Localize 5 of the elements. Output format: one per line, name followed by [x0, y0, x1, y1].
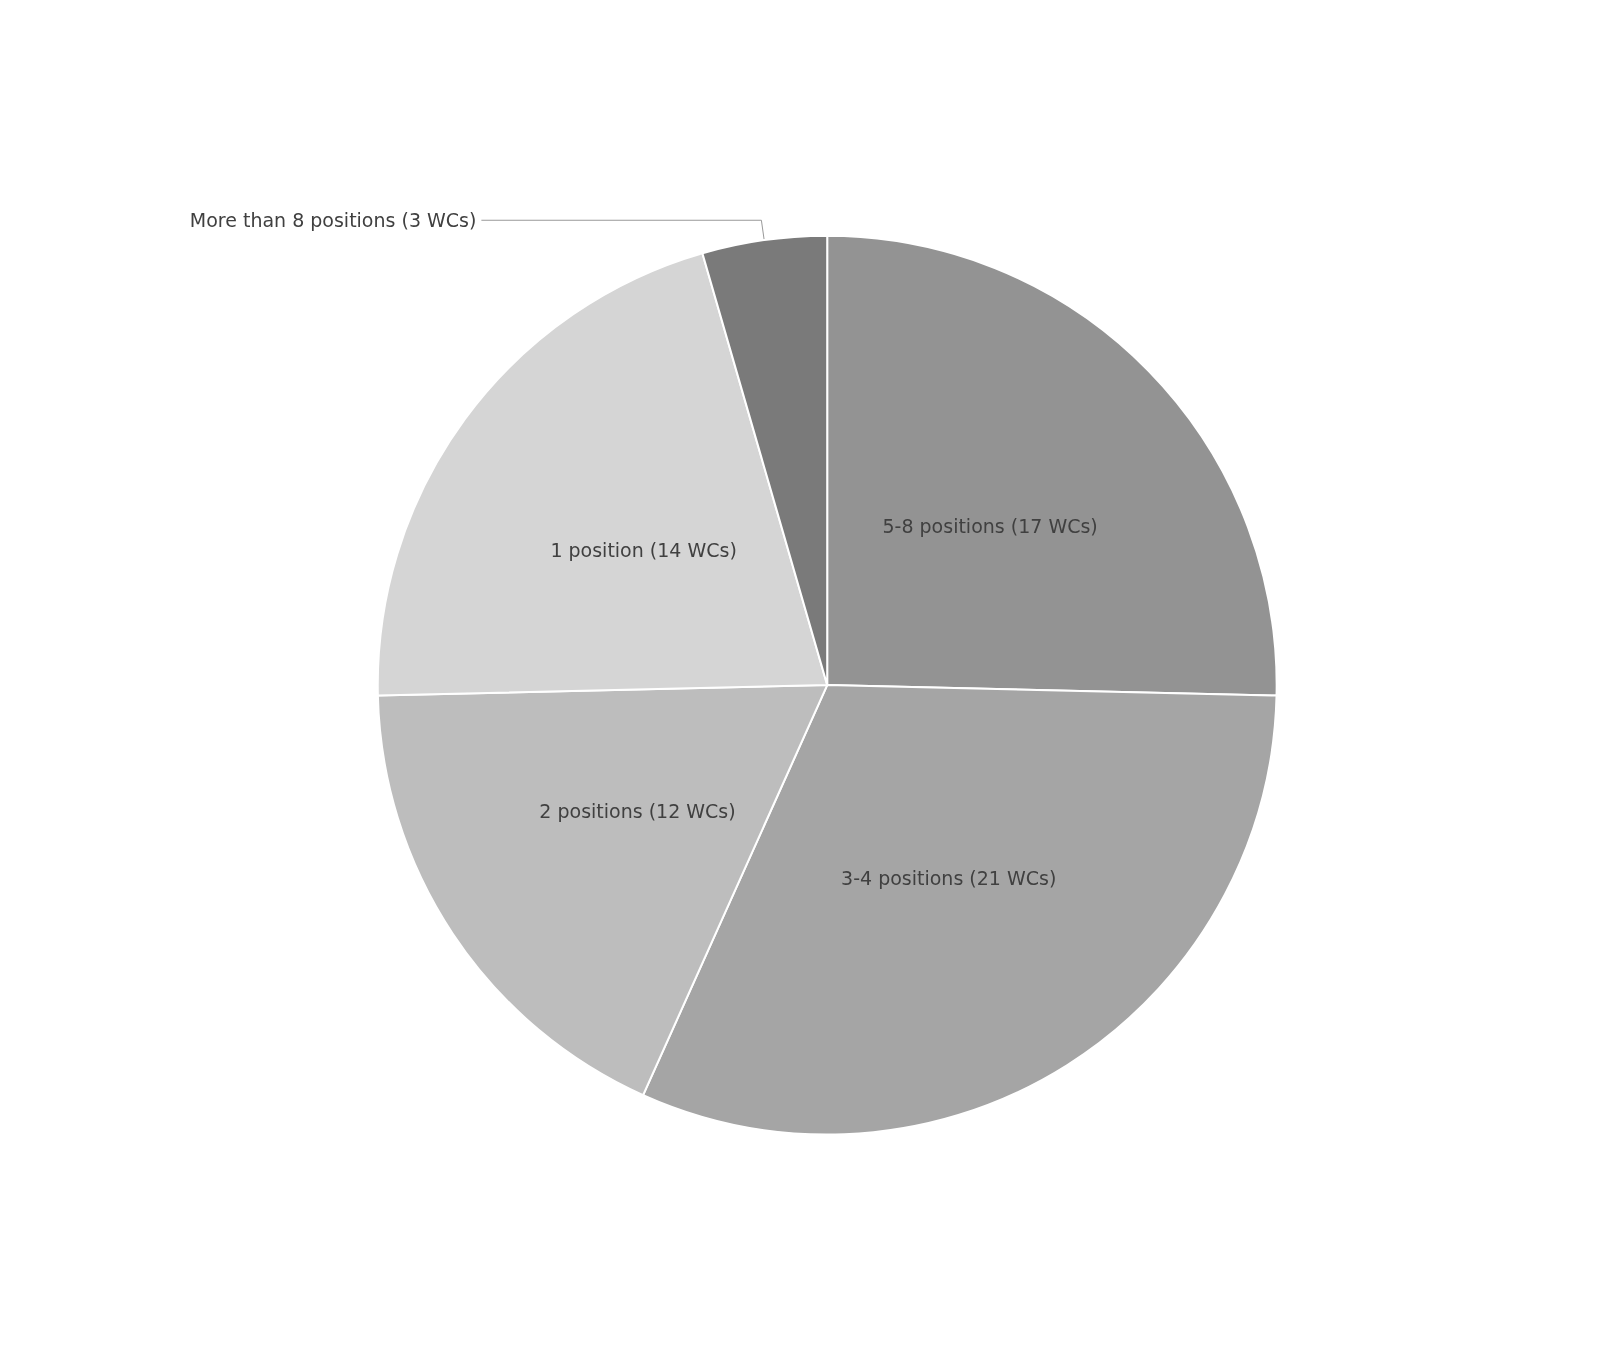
slice-label: 5-8 positions (17 WCs)	[882, 514, 1098, 537]
slice-label: 3-4 positions (21 WCs)	[841, 866, 1057, 889]
slice-label: 1 position (14 WCs)	[550, 539, 737, 562]
slice-label: More than 8 positions (3 WCs)	[189, 209, 477, 232]
slice-label: 2 positions (12 WCs)	[539, 800, 736, 823]
